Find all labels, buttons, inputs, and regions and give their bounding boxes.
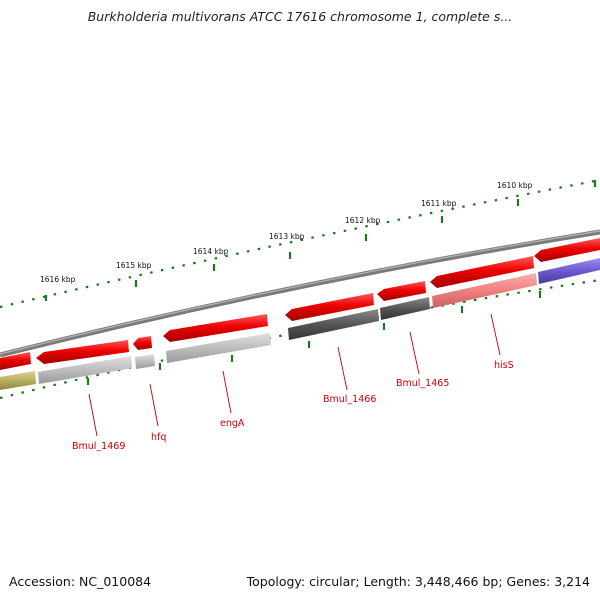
gene-feature[interactable] [0,352,31,370]
gene-label-hfq[interactable]: hfq [151,432,166,443]
gene-label-enga[interactable]: engA [220,418,245,429]
scale-label-1616: 1616 kbp [40,275,76,284]
gene-feature[interactable] [288,309,379,340]
scale-label-1610: 1610 kbp [497,181,533,190]
gene-feature[interactable] [135,354,155,369]
gene-feature[interactable] [430,256,534,288]
gene-feature[interactable] [133,336,152,350]
gene-feature[interactable] [38,356,132,384]
map-title: Burkholderia multivorans ATCC 17616 chro… [87,9,513,24]
gene-feature[interactable] [163,314,268,342]
outer-scale-track [0,178,600,309]
scale-label-1611: 1611 kbp [421,199,457,208]
scale-label-1614: 1614 kbp [193,247,229,256]
accession-text: Accession: NC_010084 [9,574,152,589]
gene-feature[interactable] [166,333,271,363]
feature-track [0,258,600,390]
gene-feature[interactable] [36,340,129,364]
gene-feature[interactable] [285,293,374,321]
gene-feature[interactable] [377,281,426,301]
scale-label-1613: 1613 kbp [269,232,305,241]
gene-feature[interactable] [534,238,600,262]
scale-label-1615: 1615 kbp [116,261,152,270]
gene-feature[interactable] [380,297,430,320]
inner-scale-track [0,278,600,400]
gene-label-bmul-1465[interactable]: Bmul_1465 [396,378,449,389]
scale-label-1612: 1612 kbp [345,216,381,225]
gene-feature[interactable] [0,371,36,390]
label-connectors [88,313,501,437]
chromosome-backbone [0,229,600,358]
gene-feature[interactable] [432,273,537,308]
cds-track [0,238,600,370]
gene-label-bmul-1466[interactable]: Bmul_1466 [323,394,376,405]
gene-feature[interactable] [538,258,600,284]
gene-label-hiss[interactable]: hisS [494,360,514,371]
gene-label-bmul-1469[interactable]: Bmul_1469 [72,441,125,452]
topology-text: Topology: circular; Length: 3,448,466 bp… [246,574,590,589]
